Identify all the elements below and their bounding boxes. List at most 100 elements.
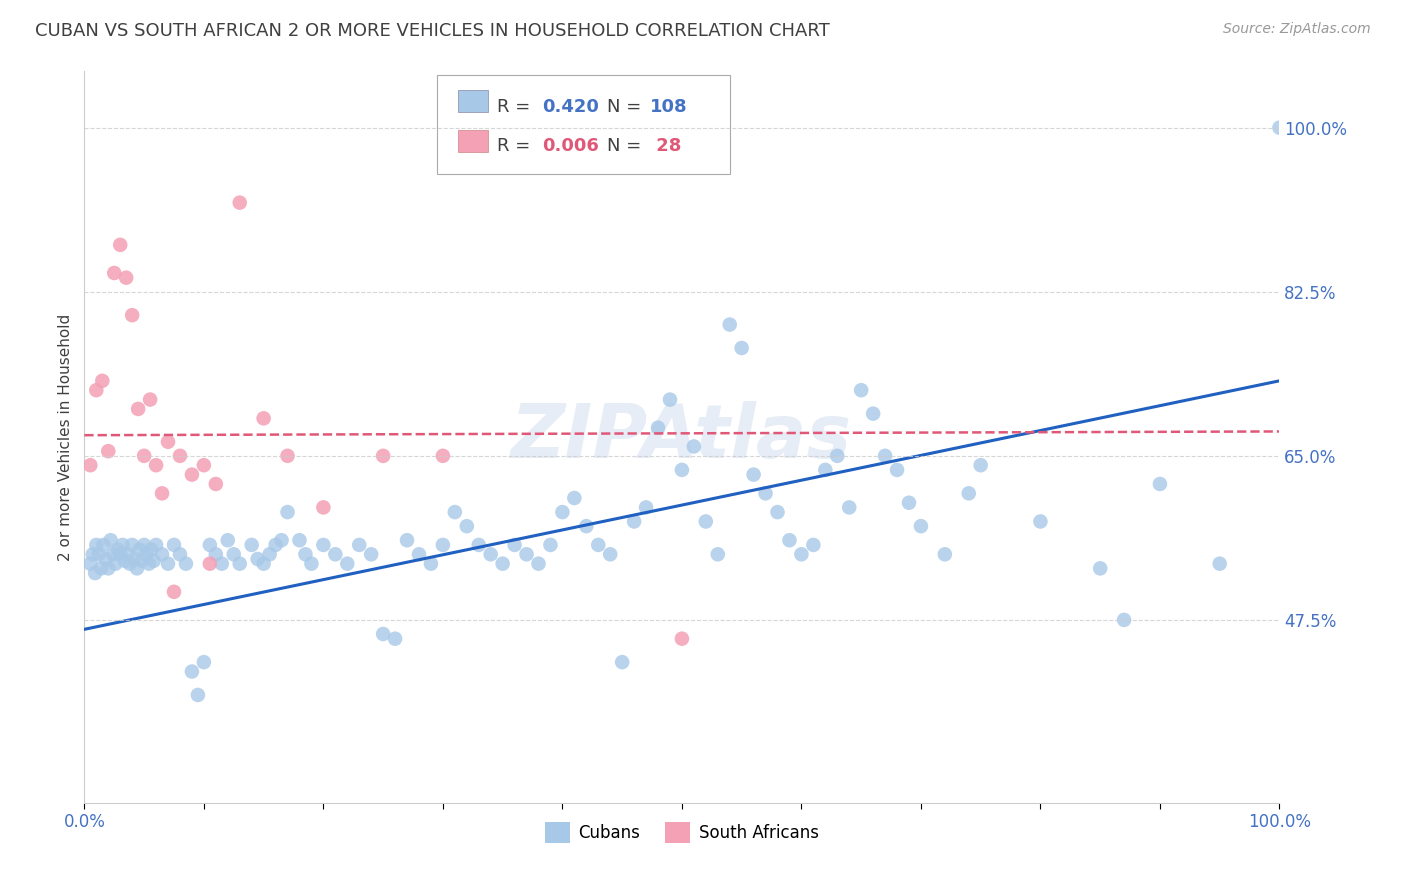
- Point: [294, 547, 316, 561]
- Point: [444, 505, 467, 519]
- Point: [790, 547, 813, 561]
- Point: [193, 655, 215, 669]
- Text: CUBAN VS SOUTH AFRICAN 2 OR MORE VEHICLES IN HOUSEHOLD CORRELATION CHART: CUBAN VS SOUTH AFRICAN 2 OR MORE VEHICLE…: [35, 22, 830, 40]
- Point: [138, 557, 160, 571]
- Point: [264, 538, 287, 552]
- Point: [862, 407, 884, 421]
- Point: [93, 538, 115, 552]
- Point: [253, 411, 276, 425]
- Point: [97, 444, 120, 458]
- Point: [240, 538, 263, 552]
- Point: [814, 463, 837, 477]
- Point: [142, 554, 165, 568]
- Point: [479, 547, 502, 561]
- Point: [1209, 557, 1232, 571]
- Point: [103, 266, 125, 280]
- Point: [360, 547, 382, 561]
- Point: [492, 557, 515, 571]
- Point: [84, 566, 107, 580]
- Point: [86, 538, 108, 552]
- Point: [886, 463, 908, 477]
- Point: [659, 392, 682, 407]
- Point: [125, 561, 148, 575]
- Point: [145, 458, 167, 473]
- Point: [157, 557, 180, 571]
- Point: [349, 538, 371, 552]
- Point: [373, 627, 395, 641]
- Point: [599, 547, 621, 561]
- Point: [117, 547, 139, 561]
- Point: [588, 538, 610, 552]
- Point: [695, 515, 717, 529]
- Point: [432, 449, 454, 463]
- Point: [121, 308, 143, 322]
- Point: [396, 533, 419, 548]
- Point: [150, 486, 173, 500]
- Point: [766, 505, 789, 519]
- Point: [127, 401, 149, 416]
- Point: [104, 557, 127, 571]
- Point: [875, 449, 897, 463]
- Point: [101, 547, 124, 561]
- Point: [551, 505, 574, 519]
- Point: [150, 547, 173, 561]
- Point: [420, 557, 443, 571]
- Point: [107, 542, 129, 557]
- Text: ZIPAtlas: ZIPAtlas: [512, 401, 852, 474]
- Point: [111, 538, 134, 552]
- Point: [540, 538, 562, 552]
- Point: [82, 547, 104, 561]
- Point: [131, 554, 153, 568]
- Point: [118, 557, 141, 571]
- Point: [408, 547, 430, 561]
- Point: [79, 458, 101, 473]
- Text: 108: 108: [650, 98, 688, 117]
- Point: [141, 542, 163, 557]
- Bar: [458, 89, 488, 112]
- Point: [851, 383, 873, 397]
- Point: [636, 500, 658, 515]
- Point: [246, 552, 269, 566]
- Point: [288, 533, 311, 548]
- Point: [229, 195, 252, 210]
- Point: [325, 547, 347, 561]
- Point: [527, 557, 550, 571]
- Point: [718, 318, 741, 332]
- Text: R =: R =: [496, 98, 536, 117]
- Point: [373, 449, 395, 463]
- Point: [211, 557, 233, 571]
- Point: [312, 538, 335, 552]
- Point: [301, 557, 323, 571]
- Point: [468, 538, 491, 552]
- Point: [779, 533, 801, 548]
- Point: [503, 538, 526, 552]
- Point: [205, 477, 228, 491]
- Point: [139, 392, 162, 407]
- Point: [128, 542, 150, 557]
- Text: N =: N =: [606, 98, 647, 117]
- Text: R =: R =: [496, 137, 536, 155]
- Point: [145, 538, 167, 552]
- Point: [898, 496, 921, 510]
- Point: [623, 515, 645, 529]
- Point: [135, 547, 157, 561]
- Point: [157, 434, 180, 449]
- Text: Source: ZipAtlas.com: Source: ZipAtlas.com: [1223, 22, 1371, 37]
- Bar: [458, 130, 488, 152]
- Point: [94, 552, 117, 566]
- Point: [270, 533, 292, 548]
- Point: [707, 547, 730, 561]
- Point: [1268, 120, 1291, 135]
- Point: [132, 449, 156, 463]
- Text: 0.420: 0.420: [543, 98, 599, 117]
- Point: [87, 547, 110, 561]
- Point: [1029, 515, 1052, 529]
- Point: [100, 533, 122, 548]
- Point: [755, 486, 778, 500]
- Point: [229, 557, 252, 571]
- Point: [193, 458, 215, 473]
- Point: [432, 538, 454, 552]
- Point: [205, 547, 228, 561]
- Point: [970, 458, 993, 473]
- Point: [90, 561, 112, 575]
